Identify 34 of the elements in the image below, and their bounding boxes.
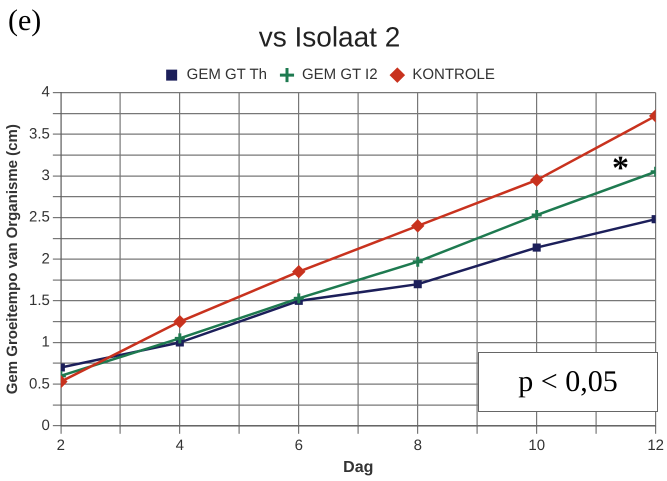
point xyxy=(532,244,541,252)
y-tick-label: 1 xyxy=(42,334,50,351)
y-tick-label: 3.5 xyxy=(28,125,50,142)
point xyxy=(173,332,186,345)
point xyxy=(292,265,306,278)
x-tick-label: 6 xyxy=(294,436,303,454)
point xyxy=(173,315,186,328)
chart-title: vs Isolaat 2 xyxy=(258,22,400,53)
x-tick-label: 10 xyxy=(528,436,546,454)
y-tick-label: 3 xyxy=(42,167,50,184)
point xyxy=(530,174,544,187)
point xyxy=(414,280,422,288)
point xyxy=(411,219,424,232)
y-tick-label: 2.5 xyxy=(28,208,50,226)
y-tick-label: 1.5 xyxy=(28,292,50,309)
text: (e) xyxy=(8,4,42,38)
y-tick-label: 2 xyxy=(42,250,50,268)
point xyxy=(411,255,424,268)
point xyxy=(530,208,544,222)
x-tick-label: 4 xyxy=(176,436,184,454)
legend-label: KONTROLE xyxy=(412,66,495,84)
legend-label: GEM GT Th xyxy=(186,66,267,84)
x-tick-label: 8 xyxy=(414,436,422,454)
annotation: * xyxy=(612,150,629,188)
y-tick-label: 0.5 xyxy=(28,375,50,392)
x-tick-label: 12 xyxy=(647,436,664,454)
x-tick-label: 2 xyxy=(56,436,66,454)
y-axis-title: Gem Groeitempo van Organisme (cm) xyxy=(4,124,22,394)
annotation: p < 0,05 xyxy=(478,352,658,412)
point xyxy=(292,292,306,305)
legend-label: GEM GT I2 xyxy=(302,66,378,84)
x-axis-title: Dag xyxy=(343,458,374,476)
y-tick-label: 0 xyxy=(42,416,50,434)
y-tick-label: 4 xyxy=(42,84,50,101)
